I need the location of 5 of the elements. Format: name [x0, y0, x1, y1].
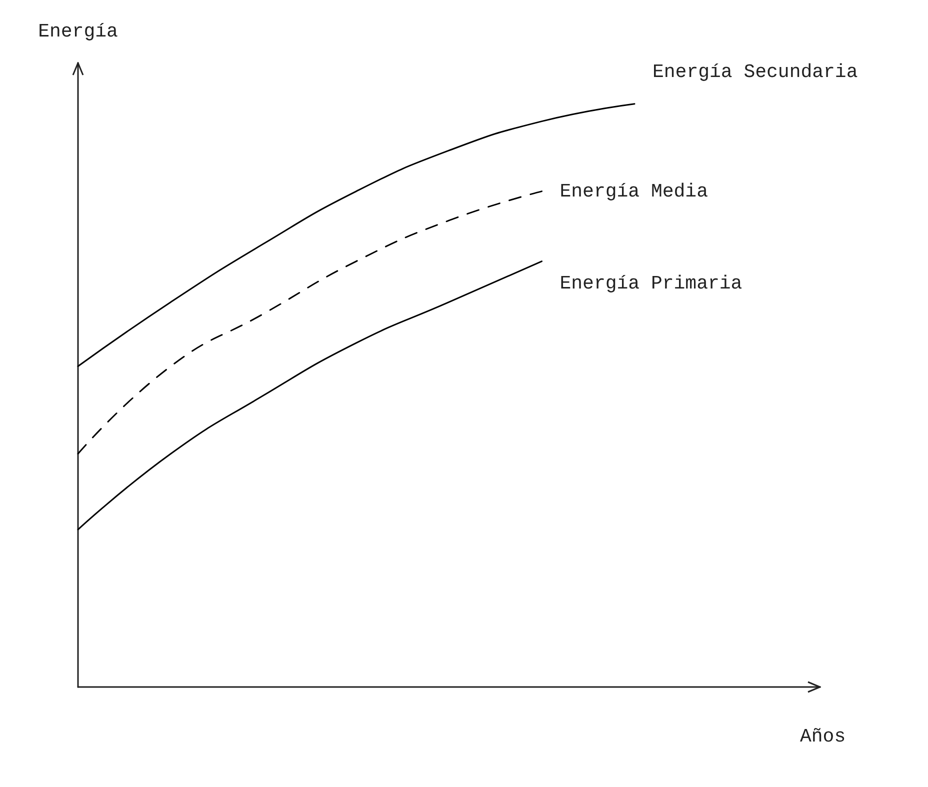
y-axis-title: Energía	[38, 20, 118, 42]
x-axis-title: Años	[800, 726, 846, 748]
series-label: Energía Secundaria	[652, 60, 858, 83]
series-label: Energía Media	[560, 180, 708, 202]
series-label: Energía Primaria	[560, 272, 742, 294]
